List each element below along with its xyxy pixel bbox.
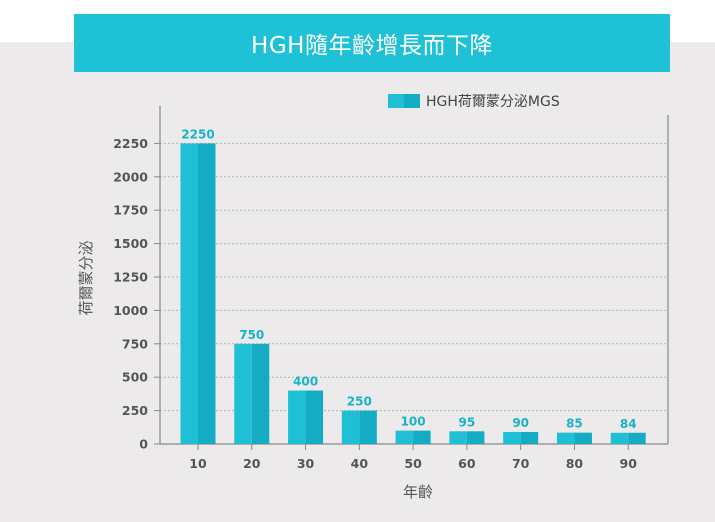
bar-shade-50 <box>413 430 431 444</box>
legend-swatch-right <box>404 94 420 108</box>
bar-90 <box>610 432 629 444</box>
x-axis-title: 年齡 <box>403 483 433 501</box>
x-tick-label: 50 <box>404 456 422 471</box>
bar-shade-30 <box>305 390 324 444</box>
axes: 0 250 500 750 1000 1250 1500 1750 2000 2250 10 20 30… <box>113 106 669 471</box>
x-tick-label: 20 <box>243 456 261 471</box>
data-label: 95 <box>459 415 476 429</box>
bar-shade-80 <box>574 432 592 444</box>
bar-80 <box>556 432 575 444</box>
y-tick-label: 250 <box>122 403 148 418</box>
bar-shade-90 <box>628 432 646 444</box>
y-tick-label: 2000 <box>113 169 148 184</box>
y-tick-label: 1250 <box>113 270 148 285</box>
data-label: 84 <box>620 417 637 431</box>
bar-shade-20 <box>251 343 270 444</box>
bar-60 <box>449 431 467 444</box>
data-label: 750 <box>239 328 264 342</box>
bar-30 <box>288 390 306 444</box>
x-tick-label: 10 <box>189 456 207 471</box>
x-tick-label: 90 <box>620 456 638 471</box>
bar-40 <box>341 410 360 444</box>
x-tick-label: 30 <box>297 456 315 471</box>
data-label: 85 <box>566 417 583 431</box>
y-tick-label: 750 <box>122 336 148 351</box>
data-label: 400 <box>293 375 318 389</box>
x-tick-label: 70 <box>512 456 530 471</box>
bar-shade-60 <box>466 431 485 444</box>
x-tick-label: 80 <box>566 456 584 471</box>
x-tick-label: 60 <box>458 456 476 471</box>
y-tick-label: 2250 <box>113 136 148 151</box>
bar-20 <box>234 343 252 444</box>
bars <box>180 143 646 444</box>
legend: HGH荷爾蒙分泌MGS <box>388 94 560 110</box>
y-tick-label: 1500 <box>113 236 148 251</box>
x-tick-label: 40 <box>351 456 369 471</box>
legend-label: HGH荷爾蒙分泌MGS <box>426 94 560 110</box>
y-axis-title: 荷爾蒙分泌 <box>77 240 95 315</box>
data-label: 2250 <box>181 127 214 141</box>
bar-shade-10 <box>198 143 216 444</box>
chart-title: HGH隨年齡增長而下降 <box>251 33 493 59</box>
bar-shade-40 <box>359 410 377 444</box>
y-tick-label: 1750 <box>113 203 148 218</box>
title-banner: HGH隨年齡增長而下降 <box>74 14 670 72</box>
data-label: 90 <box>512 416 529 430</box>
data-label: 100 <box>401 415 426 429</box>
bar-70 <box>503 431 521 444</box>
bar-10 <box>180 143 198 444</box>
legend-swatch-left <box>388 94 404 108</box>
y-tick-label: 0 <box>139 437 148 452</box>
y-tick-label: 1000 <box>113 303 148 318</box>
bar-50 <box>395 430 414 444</box>
data-labels: 2250 750 400 250 100 95 90 85 84 <box>181 127 636 430</box>
data-label: 250 <box>347 395 372 409</box>
bar-shade-70 <box>520 431 539 444</box>
y-tick-label: 500 <box>122 370 148 385</box>
